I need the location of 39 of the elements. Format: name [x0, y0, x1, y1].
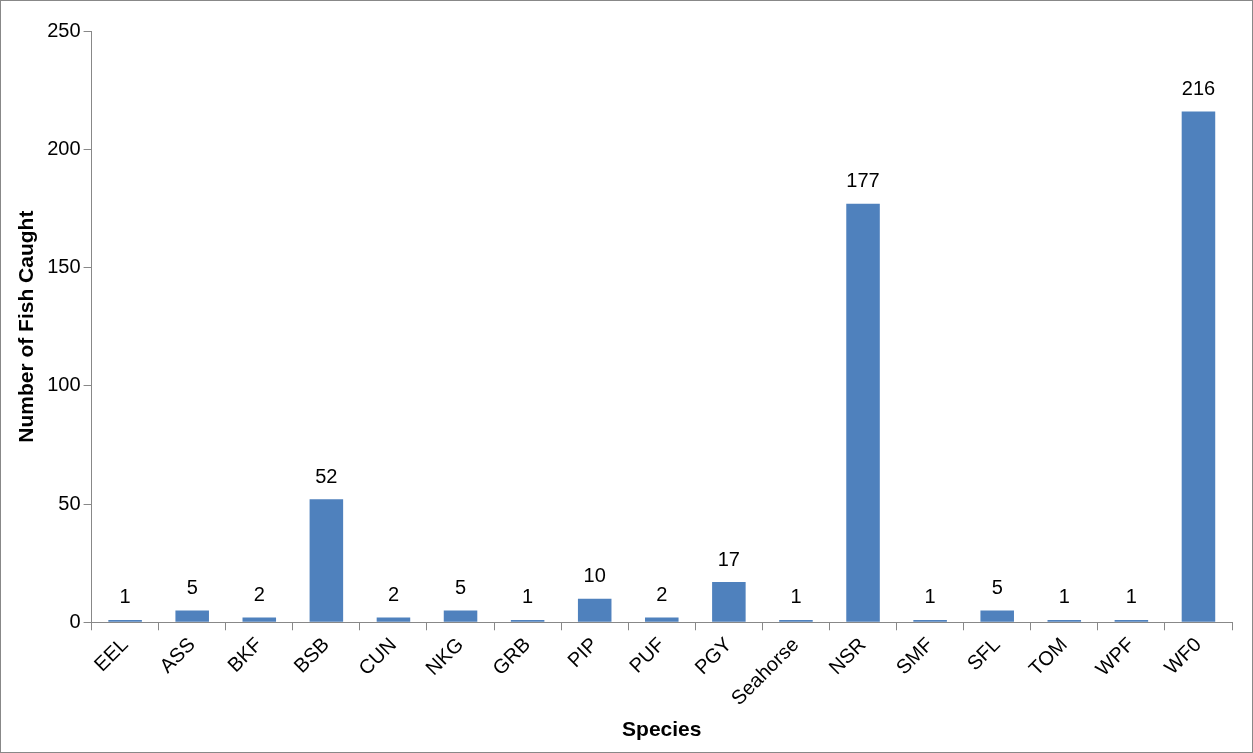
data-label: 1	[119, 585, 131, 608]
y-tick-label: 50	[58, 491, 81, 514]
bar	[980, 610, 1014, 622]
data-label: 5	[186, 575, 198, 598]
x-axis-title: Species	[622, 717, 702, 741]
y-axis-title: Number of Fish Caught	[14, 210, 38, 443]
data-label: 177	[846, 169, 880, 192]
x-tick-label: EEL	[89, 632, 132, 676]
data-label: 1	[1058, 585, 1070, 608]
data-label: 2	[387, 583, 400, 606]
bar	[443, 610, 478, 622]
bar	[846, 203, 880, 622]
bar	[1181, 111, 1216, 622]
bar	[577, 598, 612, 622]
bar	[712, 582, 746, 622]
y-tick-label: 250	[47, 18, 81, 41]
x-tick-label: PIP	[563, 632, 602, 672]
bar	[376, 617, 411, 622]
bar	[175, 610, 209, 622]
y-tick-label: 200	[47, 136, 81, 159]
data-label: 17	[717, 547, 740, 570]
data-label: 10	[583, 564, 606, 587]
y-tick-label: 0	[69, 609, 81, 632]
data-label: 52	[315, 464, 338, 487]
y-tick-label: 100	[47, 373, 81, 396]
data-label: 2	[253, 583, 265, 606]
data-label: 5	[991, 575, 1003, 598]
bar	[645, 617, 679, 622]
data-label: 216	[1181, 76, 1216, 99]
data-label: 1	[1125, 585, 1137, 608]
x-tick-label: SFL	[962, 632, 1004, 675]
data-label: 5	[454, 575, 467, 598]
data-label: 2	[656, 583, 668, 606]
bar	[242, 617, 277, 622]
data-label: 1	[522, 585, 534, 608]
data-label: 1	[924, 585, 936, 608]
data-label: 1	[790, 585, 802, 608]
y-tick-label: 150	[47, 255, 81, 278]
bar	[309, 499, 344, 622]
